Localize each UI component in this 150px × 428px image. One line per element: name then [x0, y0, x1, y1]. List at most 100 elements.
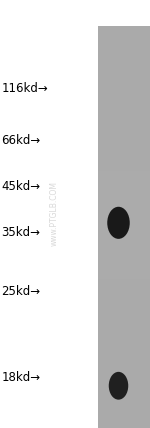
Bar	[98, 26, 150, 30]
Bar	[98, 364, 150, 368]
Bar	[98, 384, 150, 388]
Bar	[98, 94, 150, 98]
Bar	[98, 271, 150, 275]
Bar	[98, 203, 150, 207]
Bar	[98, 344, 150, 348]
Ellipse shape	[107, 207, 130, 239]
Text: 66kd→: 66kd→	[2, 134, 41, 147]
Bar	[98, 356, 150, 360]
Bar	[98, 34, 150, 38]
Text: 18kd→: 18kd→	[2, 371, 41, 384]
Text: www.PTGLB.COM: www.PTGLB.COM	[50, 181, 58, 247]
Bar	[98, 66, 150, 70]
Bar	[98, 324, 150, 327]
Bar	[98, 408, 150, 412]
Bar	[98, 275, 150, 279]
Bar	[98, 412, 150, 416]
Bar	[98, 368, 150, 372]
Bar	[98, 114, 150, 118]
Bar	[98, 388, 150, 392]
Bar	[98, 259, 150, 263]
Bar	[98, 195, 150, 199]
Bar	[98, 178, 150, 183]
Bar	[98, 215, 150, 219]
Bar	[98, 231, 150, 235]
Bar	[98, 150, 150, 155]
Bar	[98, 118, 150, 122]
Bar	[98, 102, 150, 106]
Bar	[98, 190, 150, 195]
Bar	[98, 283, 150, 287]
Bar	[98, 126, 150, 130]
Bar	[98, 90, 150, 94]
Bar	[98, 58, 150, 62]
Bar	[98, 235, 150, 239]
Text: 25kd→: 25kd→	[2, 285, 41, 298]
Bar	[98, 372, 150, 376]
Bar	[98, 396, 150, 400]
Bar	[98, 380, 150, 384]
Bar	[98, 199, 150, 203]
Bar	[98, 392, 150, 396]
Bar	[98, 78, 150, 82]
Bar	[98, 279, 150, 283]
Bar	[98, 376, 150, 380]
Bar	[98, 106, 150, 110]
Ellipse shape	[109, 372, 128, 400]
Bar	[98, 315, 150, 319]
Bar	[98, 255, 150, 259]
Bar	[98, 331, 150, 336]
Bar	[98, 46, 150, 50]
Bar	[98, 134, 150, 138]
Bar	[98, 351, 150, 356]
Bar	[98, 420, 150, 424]
Bar	[98, 223, 150, 227]
Text: 45kd→: 45kd→	[2, 180, 41, 193]
Bar	[98, 170, 150, 175]
Bar	[98, 291, 150, 295]
Bar	[98, 183, 150, 187]
Bar	[98, 267, 150, 271]
Bar	[98, 70, 150, 74]
Bar	[98, 251, 150, 255]
Bar	[98, 143, 150, 146]
Bar	[98, 207, 150, 211]
Bar	[98, 155, 150, 158]
Bar	[98, 175, 150, 178]
Bar	[98, 211, 150, 215]
Bar	[98, 130, 150, 134]
Bar	[98, 166, 150, 170]
Bar	[98, 327, 150, 331]
Bar	[98, 82, 150, 86]
Bar	[98, 336, 150, 339]
Bar	[98, 424, 150, 428]
Bar	[98, 311, 150, 315]
Bar	[98, 295, 150, 299]
Bar	[98, 299, 150, 303]
Bar	[98, 38, 150, 42]
Bar	[98, 319, 150, 324]
Bar	[98, 98, 150, 102]
Bar	[98, 54, 150, 58]
Bar	[98, 243, 150, 247]
Bar	[98, 146, 150, 150]
Bar	[98, 42, 150, 46]
Bar	[98, 339, 150, 344]
Bar	[98, 163, 150, 166]
Bar	[98, 227, 150, 231]
Bar	[98, 219, 150, 223]
Bar	[98, 158, 150, 163]
Bar	[98, 122, 150, 126]
Bar	[98, 307, 150, 311]
Bar	[98, 247, 150, 251]
Bar	[98, 287, 150, 291]
Bar	[98, 303, 150, 307]
Text: 35kd→: 35kd→	[2, 226, 40, 239]
Bar	[98, 62, 150, 66]
Text: 116kd→: 116kd→	[2, 82, 48, 95]
Bar	[98, 30, 150, 34]
Bar	[98, 404, 150, 408]
Bar	[98, 26, 150, 428]
Bar	[98, 187, 150, 190]
Bar	[98, 110, 150, 114]
